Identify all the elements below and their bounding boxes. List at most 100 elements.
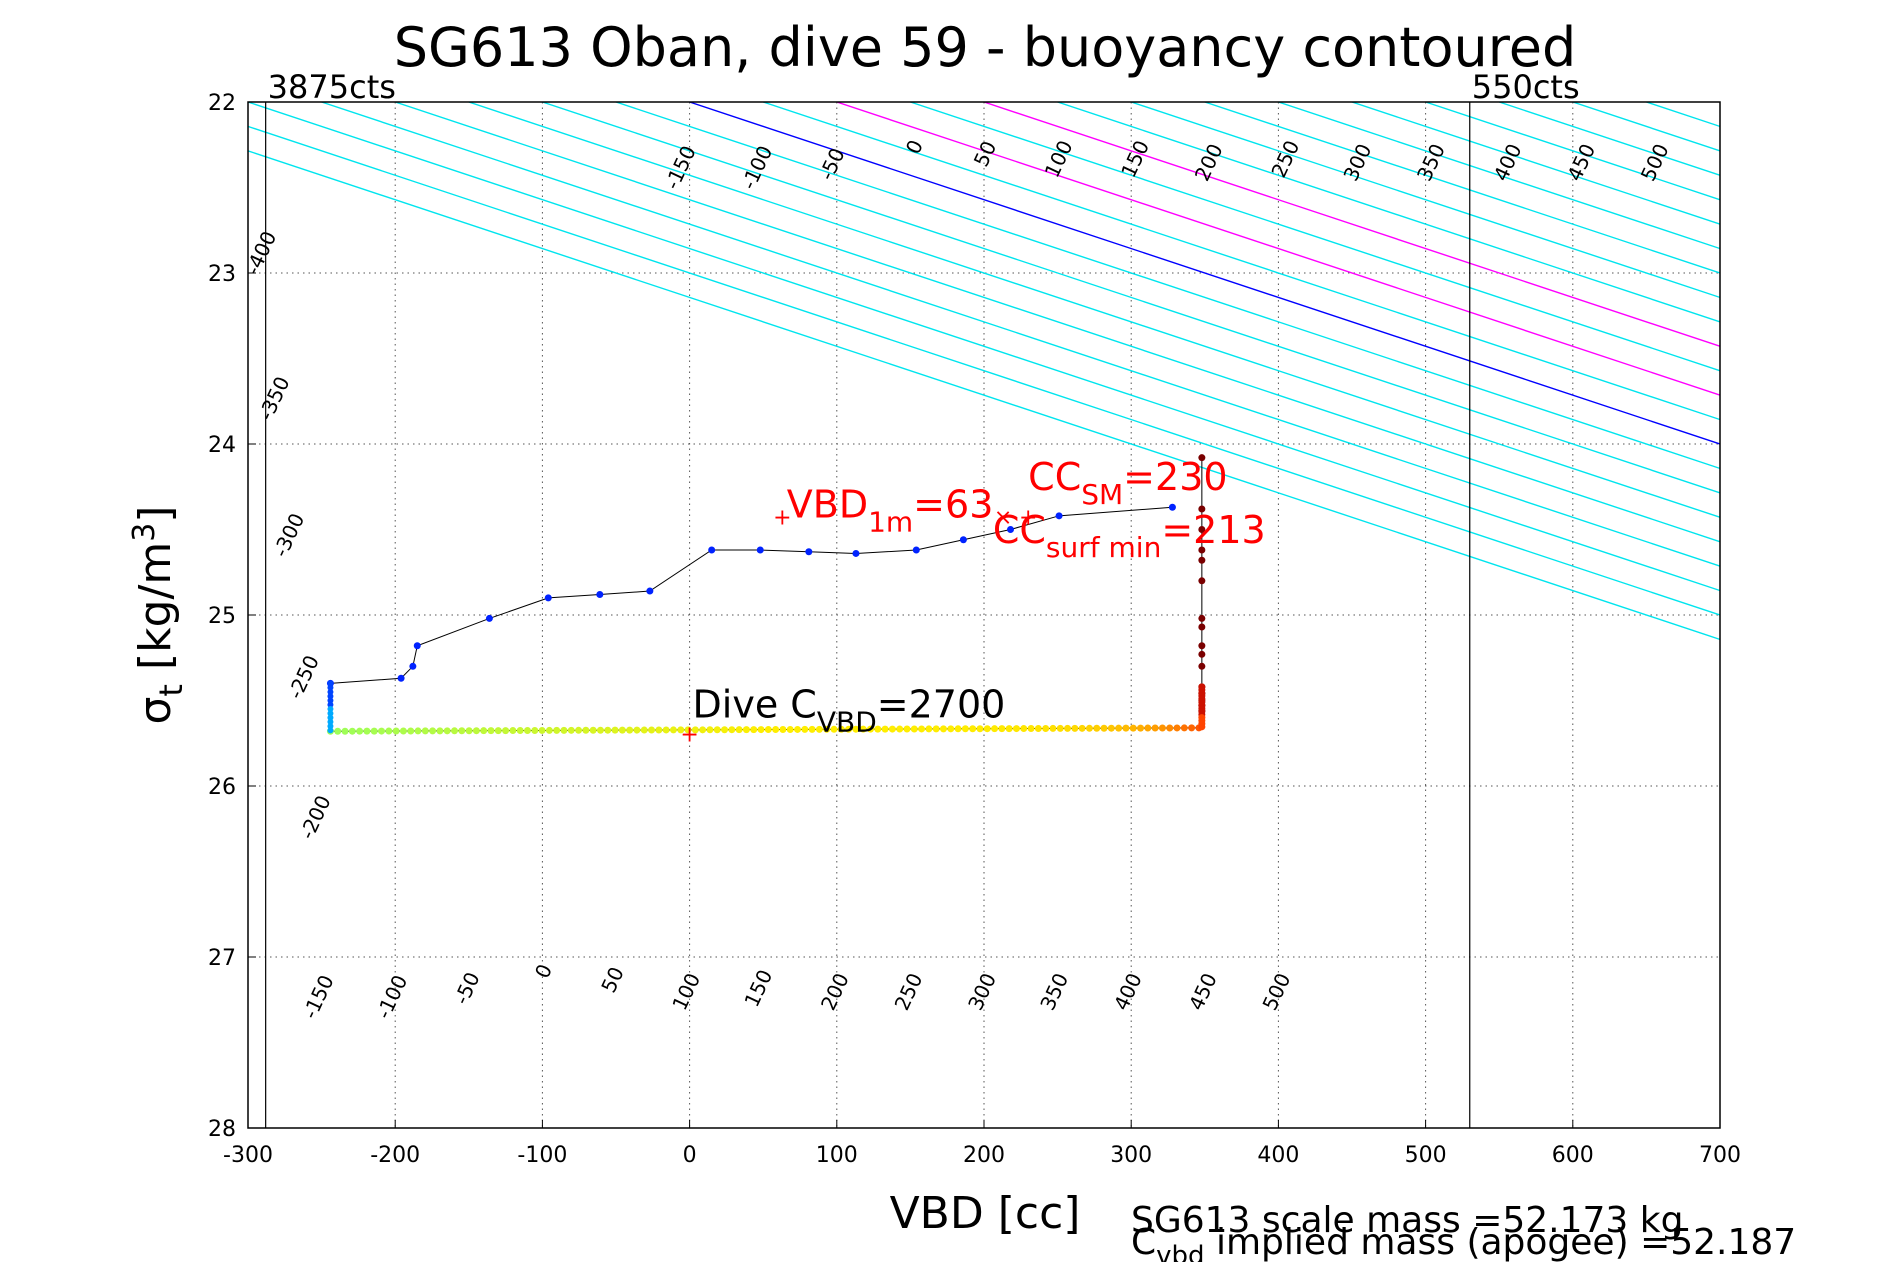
contour-line	[1794, 102, 1891, 1128]
climb_trace-point	[1198, 662, 1206, 670]
depth-trace-point	[684, 726, 692, 734]
depth-trace-point	[823, 725, 831, 733]
contour-label: 450	[1184, 969, 1222, 1014]
depth-trace-point	[538, 726, 546, 734]
depth-trace-point	[721, 726, 729, 734]
vbd-limit-lines: 3875cts 550cts	[265, 68, 1580, 1128]
y-tick-label: 24	[208, 433, 236, 458]
contour-line	[321, 102, 1720, 567]
depth-trace-point	[407, 727, 415, 735]
x-tick-label: 200	[963, 1143, 1005, 1168]
depth-trace-point	[480, 727, 488, 735]
depth-trace-point	[1166, 724, 1174, 732]
annotation-label-main: Dive C	[693, 683, 817, 727]
annotation-label-main: CC	[993, 508, 1046, 552]
depth-trace-point	[494, 727, 502, 735]
contour-line	[1646, 102, 1720, 128]
x-tick-label: 500	[1405, 1143, 1447, 1168]
depth-trace-point	[1056, 724, 1064, 732]
contour-line	[248, 150, 1720, 641]
contour-label: -250	[283, 651, 324, 702]
contour-label: -150	[298, 971, 339, 1022]
buoyancy-contours	[248, 102, 1891, 1128]
apogee_trace-point	[1006, 526, 1014, 533]
depth-trace-point	[932, 725, 940, 733]
x-tick-label: -100	[517, 1143, 567, 1168]
annotation-label-value: =213	[1161, 508, 1265, 552]
depth-trace-point	[881, 725, 889, 733]
depth-trace-point	[392, 727, 400, 735]
annotation-label-sub: 1m	[868, 506, 913, 539]
depth-trace-point	[757, 726, 765, 734]
depth-trace-point	[363, 727, 371, 735]
climb_trace-point	[1198, 526, 1206, 533]
x-axis-ticks: -300 -200 -100 0 100 200 300 400 500 600 700	[223, 1120, 1741, 1168]
climb_trace-point	[1198, 642, 1206, 650]
contour-line	[1130, 102, 1720, 299]
annotation-marker: +	[680, 723, 698, 748]
x-axis-label: VBD [cc]	[890, 1188, 1081, 1239]
depth-trace-point	[567, 726, 575, 734]
contour-label: 200	[1190, 140, 1228, 185]
depth-trace-point	[677, 726, 685, 734]
depth-trace-point	[1005, 725, 1013, 733]
depth-trace-point	[983, 725, 991, 733]
climb_trace-point	[1198, 650, 1206, 658]
contour-line	[1204, 102, 1720, 274]
contour-line	[248, 125, 1720, 616]
annotation-label-sub: SM	[1081, 478, 1123, 511]
x-tick-label: -300	[223, 1143, 273, 1168]
contour-label: 350	[1035, 969, 1073, 1014]
left-limit-label: 3875cts	[268, 68, 396, 106]
apogee_trace-point	[912, 546, 920, 554]
depth-trace-point	[1144, 724, 1152, 732]
depth-trace-point	[991, 725, 999, 733]
contour-line	[542, 102, 1720, 494]
depth-trace-point	[998, 725, 1006, 733]
depth-trace-point	[618, 726, 626, 734]
depth-trace-point	[1129, 724, 1137, 732]
x-tick-label: 100	[816, 1143, 858, 1168]
contour-label: 150	[1116, 137, 1154, 182]
depth-trace-point	[713, 726, 721, 734]
depth-trace-point	[1027, 725, 1035, 733]
depth-trace-point	[443, 727, 451, 735]
depth-trace-point	[1034, 724, 1042, 732]
depth-trace-point	[954, 725, 962, 733]
depth-trace-point	[1078, 724, 1086, 732]
depth-trace-point	[896, 725, 904, 733]
apogee_trace-point	[959, 536, 967, 544]
depth-trace-point	[1173, 724, 1181, 732]
annotation-label: Dive CVBD=2700	[693, 683, 1006, 739]
contour-line	[1351, 102, 1720, 225]
depth-trace-point	[903, 725, 911, 733]
contour-label: 200	[816, 969, 854, 1014]
start-column-point	[327, 680, 334, 687]
contour-label: 50	[596, 963, 629, 996]
footer-implied-sub: vbd	[1156, 1241, 1204, 1262]
start-column-point	[327, 706, 334, 713]
depth-trace-point	[706, 726, 714, 734]
depth-trace-point	[523, 727, 531, 735]
depth-trace-point	[918, 725, 926, 733]
apogee_trace-point	[805, 548, 813, 556]
depth-trace-point	[939, 725, 947, 733]
x-tick-label: 700	[1699, 1143, 1741, 1168]
contour-label: -100	[371, 971, 412, 1022]
apogee_trace-point	[756, 546, 764, 554]
depth-trace-point	[976, 725, 984, 733]
contour-label: 500	[1258, 969, 1296, 1014]
contour-line	[983, 102, 1720, 348]
depth-trace-point	[1188, 724, 1196, 732]
start-column-point	[327, 718, 334, 725]
y-axis-ticks: 22 23 24 25 26 27 28	[208, 91, 256, 1142]
annotation-label: VBD1m=63	[787, 483, 994, 539]
contour-label: 350	[1412, 140, 1450, 185]
x-tick-label: 0	[683, 1143, 697, 1168]
depth-trace-point	[1122, 724, 1130, 732]
depth-trace-point	[421, 727, 429, 735]
footer-scale-mass: SG613 scale mass =52.173 kg	[1131, 1200, 1683, 1241]
contour-line	[689, 102, 1720, 445]
y-tick-label: 28	[208, 1117, 236, 1142]
